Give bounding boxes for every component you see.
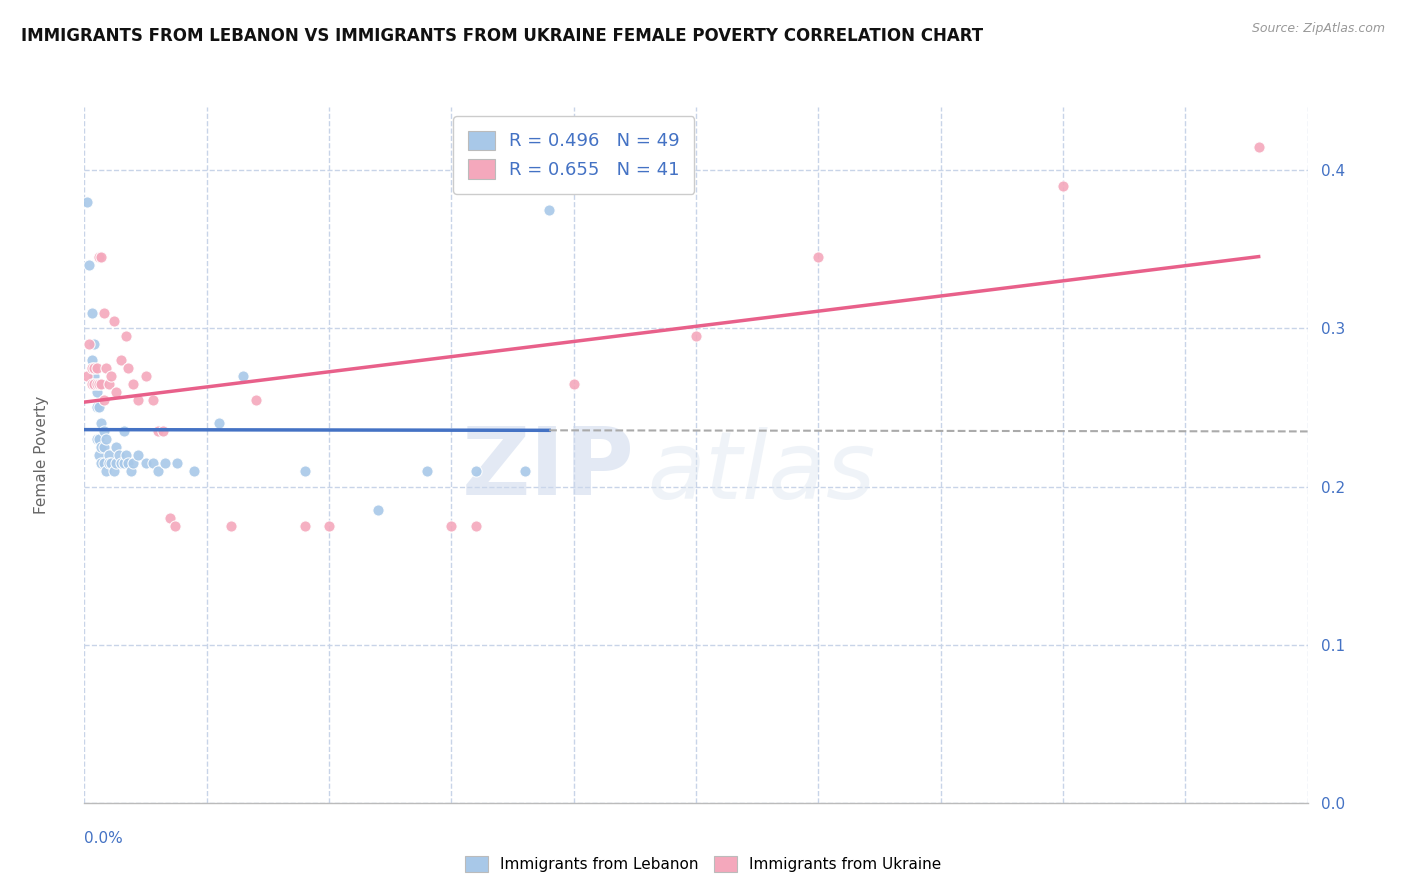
Point bbox=[93, 456, 115, 470]
Legend: Immigrants from Lebanon, Immigrants from Ukraine: Immigrants from Lebanon, Immigrants from… bbox=[457, 848, 949, 880]
Point bbox=[152, 424, 174, 438]
Point bbox=[120, 464, 142, 478]
Point bbox=[86, 376, 108, 391]
Point bbox=[367, 503, 389, 517]
Point bbox=[83, 360, 105, 375]
Point bbox=[232, 368, 254, 383]
Point bbox=[513, 464, 536, 478]
Point bbox=[97, 376, 120, 391]
Point bbox=[1247, 139, 1270, 153]
Point bbox=[440, 519, 463, 533]
Point bbox=[416, 464, 439, 478]
Point bbox=[183, 464, 205, 478]
Point bbox=[80, 376, 103, 391]
Point bbox=[103, 464, 125, 478]
Point bbox=[90, 250, 112, 264]
Point bbox=[90, 456, 112, 470]
Point bbox=[1052, 179, 1074, 194]
Point bbox=[127, 392, 149, 407]
Point bbox=[685, 329, 707, 343]
Point bbox=[538, 202, 561, 217]
Text: IMMIGRANTS FROM LEBANON VS IMMIGRANTS FROM UKRAINE FEMALE POVERTY CORRELATION CH: IMMIGRANTS FROM LEBANON VS IMMIGRANTS FR… bbox=[21, 27, 983, 45]
Point bbox=[90, 417, 112, 431]
Point bbox=[135, 456, 157, 470]
Point bbox=[112, 456, 135, 470]
Point bbox=[159, 511, 181, 525]
Text: Source: ZipAtlas.com: Source: ZipAtlas.com bbox=[1251, 22, 1385, 36]
Text: atlas: atlas bbox=[647, 426, 876, 518]
Point bbox=[90, 376, 112, 391]
Point bbox=[77, 337, 100, 351]
Point bbox=[93, 424, 115, 438]
Point bbox=[105, 384, 128, 399]
Point bbox=[87, 432, 110, 446]
Point bbox=[97, 448, 120, 462]
Point bbox=[117, 456, 139, 470]
Point bbox=[146, 424, 169, 438]
Point bbox=[294, 464, 316, 478]
Point bbox=[77, 258, 100, 272]
Point bbox=[112, 424, 135, 438]
Point bbox=[135, 368, 157, 383]
Point bbox=[166, 456, 188, 470]
Point bbox=[93, 392, 115, 407]
Point bbox=[142, 456, 165, 470]
Point bbox=[294, 519, 316, 533]
Point bbox=[115, 329, 138, 343]
Point bbox=[807, 250, 830, 264]
Point bbox=[245, 392, 267, 407]
Point bbox=[208, 417, 231, 431]
Point bbox=[100, 456, 122, 470]
Point bbox=[105, 456, 128, 470]
Point bbox=[105, 440, 128, 454]
Point bbox=[146, 464, 169, 478]
Point bbox=[318, 519, 340, 533]
Text: 0.0%: 0.0% bbox=[84, 830, 124, 846]
Point bbox=[87, 401, 110, 415]
Point bbox=[122, 456, 145, 470]
Point bbox=[117, 360, 139, 375]
Point bbox=[76, 368, 98, 383]
Legend: R = 0.496   N = 49, R = 0.655   N = 41: R = 0.496 N = 49, R = 0.655 N = 41 bbox=[453, 116, 695, 194]
Text: ZIP: ZIP bbox=[463, 423, 636, 515]
Point bbox=[219, 519, 242, 533]
Point bbox=[93, 305, 115, 319]
Point bbox=[83, 368, 105, 383]
Point bbox=[83, 337, 105, 351]
Point bbox=[80, 305, 103, 319]
Point bbox=[87, 250, 110, 264]
Point bbox=[97, 456, 120, 470]
Point bbox=[142, 392, 165, 407]
Point bbox=[87, 376, 110, 391]
Point bbox=[96, 360, 118, 375]
Point bbox=[562, 376, 585, 391]
Point bbox=[122, 376, 145, 391]
Point bbox=[86, 432, 108, 446]
Point bbox=[110, 353, 132, 368]
Point bbox=[86, 384, 108, 399]
Point bbox=[464, 464, 486, 478]
Point bbox=[100, 368, 122, 383]
Point bbox=[80, 360, 103, 375]
Text: Female Poverty: Female Poverty bbox=[34, 396, 49, 514]
Point bbox=[87, 448, 110, 462]
Point bbox=[127, 448, 149, 462]
Point bbox=[110, 456, 132, 470]
Point bbox=[86, 401, 108, 415]
Point bbox=[76, 194, 98, 209]
Point bbox=[96, 464, 118, 478]
Point bbox=[107, 448, 129, 462]
Point bbox=[163, 519, 186, 533]
Point bbox=[86, 360, 108, 375]
Point bbox=[83, 376, 105, 391]
Point bbox=[80, 353, 103, 368]
Point bbox=[96, 432, 118, 446]
Point bbox=[90, 440, 112, 454]
Point bbox=[93, 440, 115, 454]
Point bbox=[153, 456, 176, 470]
Point bbox=[103, 313, 125, 327]
Point bbox=[464, 519, 486, 533]
Point bbox=[115, 448, 138, 462]
